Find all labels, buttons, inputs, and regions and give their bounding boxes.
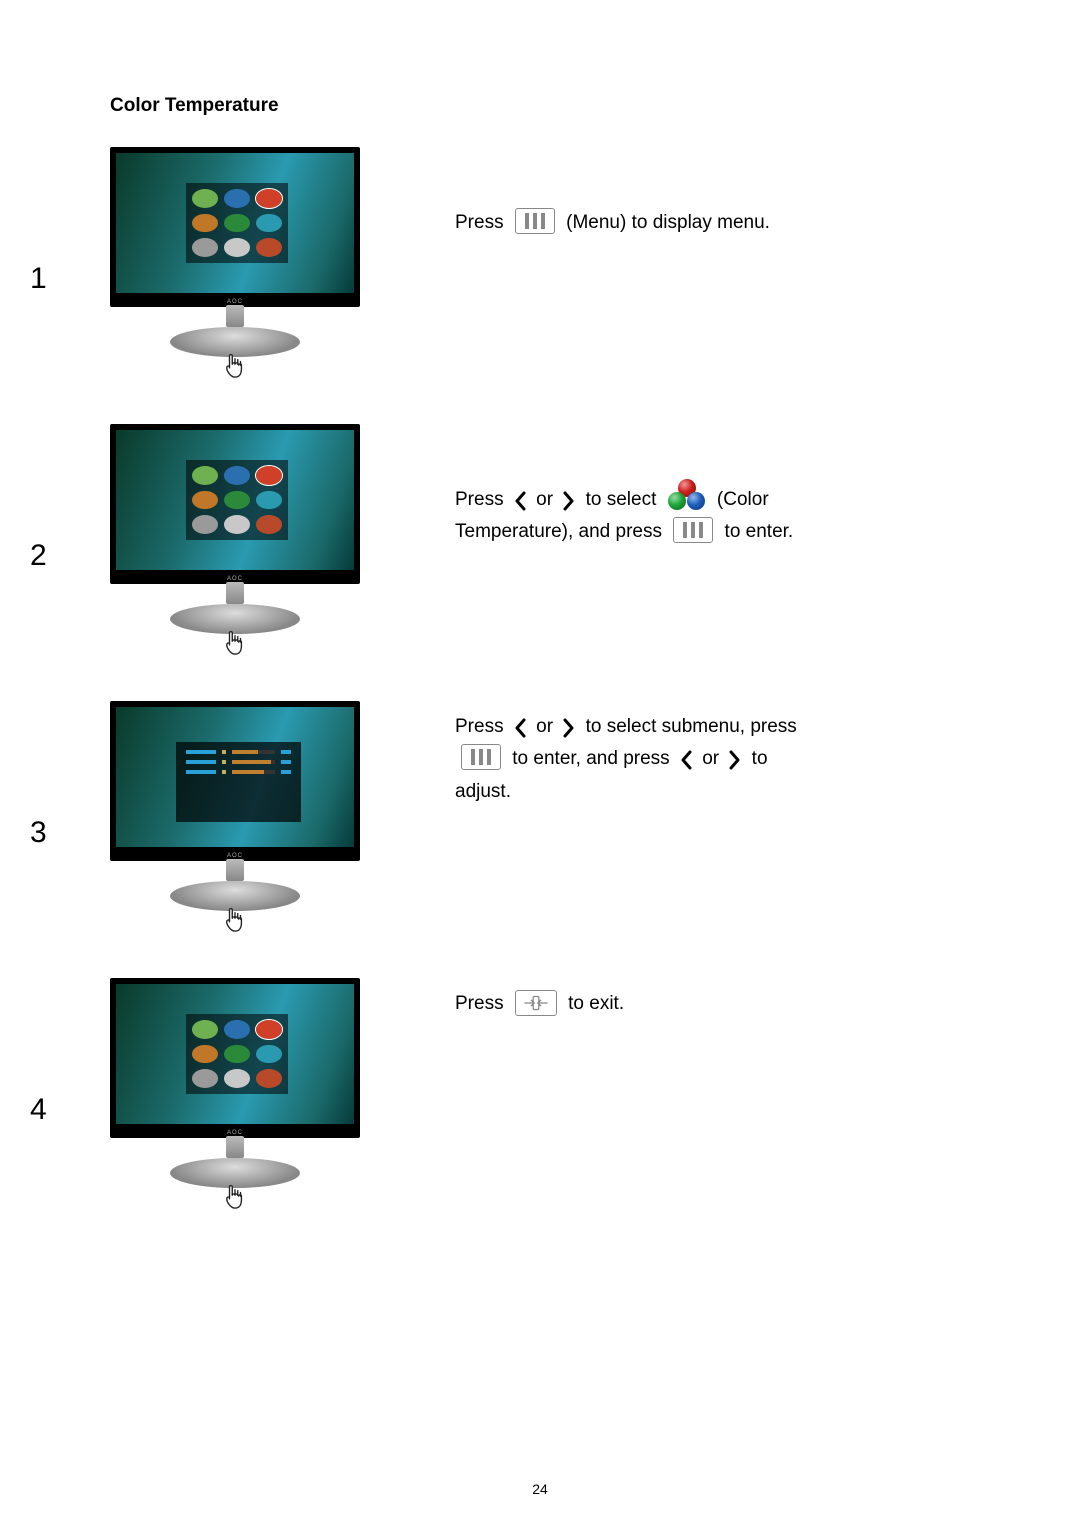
instruction-text: to enter. (719, 521, 793, 542)
instruction-text: or (697, 748, 724, 769)
thumbnail-column: AOC (110, 701, 370, 936)
section-title: Color Temperature (110, 95, 970, 117)
chevron-right-icon (562, 718, 576, 738)
monitor-stand (165, 1136, 305, 1188)
monitor-bezel: AOC (110, 978, 360, 1138)
instruction-text: or (531, 716, 558, 737)
step-number: 2 (30, 539, 47, 573)
auto-exit-button-icon (515, 990, 557, 1016)
chevron-left-icon (513, 491, 527, 511)
instruction-text: (Menu) to display menu. (561, 212, 770, 233)
monitor-stand (165, 859, 305, 911)
instruction-text: to (746, 748, 767, 769)
instruction-text: or (531, 489, 558, 510)
chevron-left-icon (513, 718, 527, 738)
thumbnail-column: AOC (110, 978, 370, 1213)
instruction-column: Press to exit. (370, 978, 970, 1020)
page-number: 24 (0, 1481, 1080, 1497)
monitor-stand (165, 305, 305, 357)
step-number: 4 (30, 1093, 47, 1127)
instruction-text: Press (455, 489, 509, 510)
steps-list: 1 AOC Press (Menu) to display menu. 2 AO… (110, 147, 970, 1213)
chevron-right-icon (562, 491, 576, 511)
monitor-bezel: AOC (110, 147, 360, 307)
instruction-text: to enter, and press (507, 748, 675, 769)
instruction-text: adjust. (455, 781, 511, 802)
monitor-screen (116, 430, 354, 570)
instruction-text: Press (455, 212, 509, 233)
page: Color Temperature 1 AOC Press (Menu) to … (0, 0, 1080, 1527)
menu-button-icon (515, 208, 555, 234)
hand-pointer-icon (224, 1184, 246, 1212)
chevron-right-icon (728, 750, 742, 770)
monitor-stand (165, 582, 305, 634)
instruction-column: Press (Menu) to display menu. (370, 147, 970, 239)
monitor-thumbnail: AOC (110, 701, 360, 936)
monitor-thumbnail: AOC (110, 147, 360, 382)
monitor-thumbnail: AOC (110, 978, 360, 1213)
instruction-text: Press (455, 993, 509, 1014)
hand-pointer-icon (224, 630, 246, 658)
hand-pointer-icon (224, 907, 246, 935)
monitor-screen (116, 153, 354, 293)
instruction-column: Press or to select submenu, press to ent… (370, 701, 970, 808)
osd-submenu (176, 742, 301, 822)
thumbnail-column: AOC (110, 147, 370, 382)
instruction-text: Press (455, 716, 509, 737)
chevron-left-icon (679, 750, 693, 770)
hand-pointer-icon (224, 353, 246, 381)
instruction-text: Temperature), and press (455, 521, 667, 542)
menu-button-icon (461, 744, 501, 770)
instruction-text: to exit. (563, 993, 624, 1014)
monitor-thumbnail: AOC (110, 424, 360, 659)
monitor-bezel: AOC (110, 424, 360, 584)
step-number: 1 (30, 262, 47, 296)
monitor-screen (116, 984, 354, 1124)
osd-grid (186, 460, 288, 540)
menu-button-icon (673, 517, 713, 543)
step-row: 3 AOC Press or to select submenu, press … (110, 701, 970, 936)
color-temperature-icon (666, 479, 708, 511)
step-row: 1 AOC Press (Menu) to display menu. (110, 147, 970, 382)
monitor-bezel: AOC (110, 701, 360, 861)
instruction-text: to select (580, 489, 661, 510)
thumbnail-column: AOC (110, 424, 370, 659)
step-number: 3 (30, 816, 47, 850)
osd-grid (186, 183, 288, 263)
instruction-text: to select submenu, press (580, 716, 797, 737)
instruction-text: (Color (712, 489, 769, 510)
step-row: 2 AOC Press or to select (ColorTemperatu… (110, 424, 970, 659)
instruction-column: Press or to select (Color Temperature), a… (370, 424, 970, 549)
osd-grid (186, 1014, 288, 1094)
step-row: 4 AOC Press to exit. (110, 978, 970, 1213)
monitor-screen (116, 707, 354, 847)
